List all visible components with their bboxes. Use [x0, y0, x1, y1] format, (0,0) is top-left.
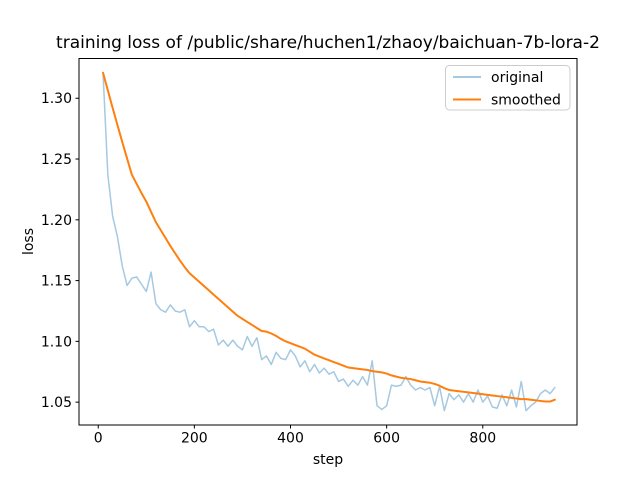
smoothed-legend-label: smoothed	[491, 93, 561, 109]
x-axis-ticks: 0 200 400 600 800	[94, 425, 496, 447]
chart-title: training loss of /public/share/huchen1/z…	[56, 33, 600, 53]
y-tick-label: 1.10	[41, 334, 72, 350]
x-tick-label: 0	[94, 431, 103, 447]
x-tick-label: 800	[469, 431, 496, 447]
y-axis-label: loss	[21, 228, 37, 255]
y-tick-label: 1.20	[41, 213, 72, 229]
x-tick-label: 200	[181, 431, 208, 447]
x-tick-label: 400	[277, 431, 304, 447]
legend-item-original: original	[453, 70, 543, 86]
legend: original smoothed	[445, 65, 571, 111]
y-tick-label: 1.25	[41, 152, 72, 168]
y-axis-ticks: 1.05 1.10 1.15 1.20 1.25 1.30	[41, 91, 79, 411]
series-group	[102, 71, 556, 412]
axes-box	[78, 58, 578, 426]
y-tick-label: 1.05	[41, 395, 72, 411]
smoothed-line	[102, 71, 556, 403]
x-tick-label: 600	[373, 431, 400, 447]
x-axis-label: step	[313, 452, 343, 468]
original-legend-label: original	[491, 70, 543, 86]
y-tick-label: 1.15	[41, 274, 72, 290]
y-tick-label: 1.30	[41, 91, 72, 107]
legend-item-smoothed: smoothed	[453, 93, 561, 109]
